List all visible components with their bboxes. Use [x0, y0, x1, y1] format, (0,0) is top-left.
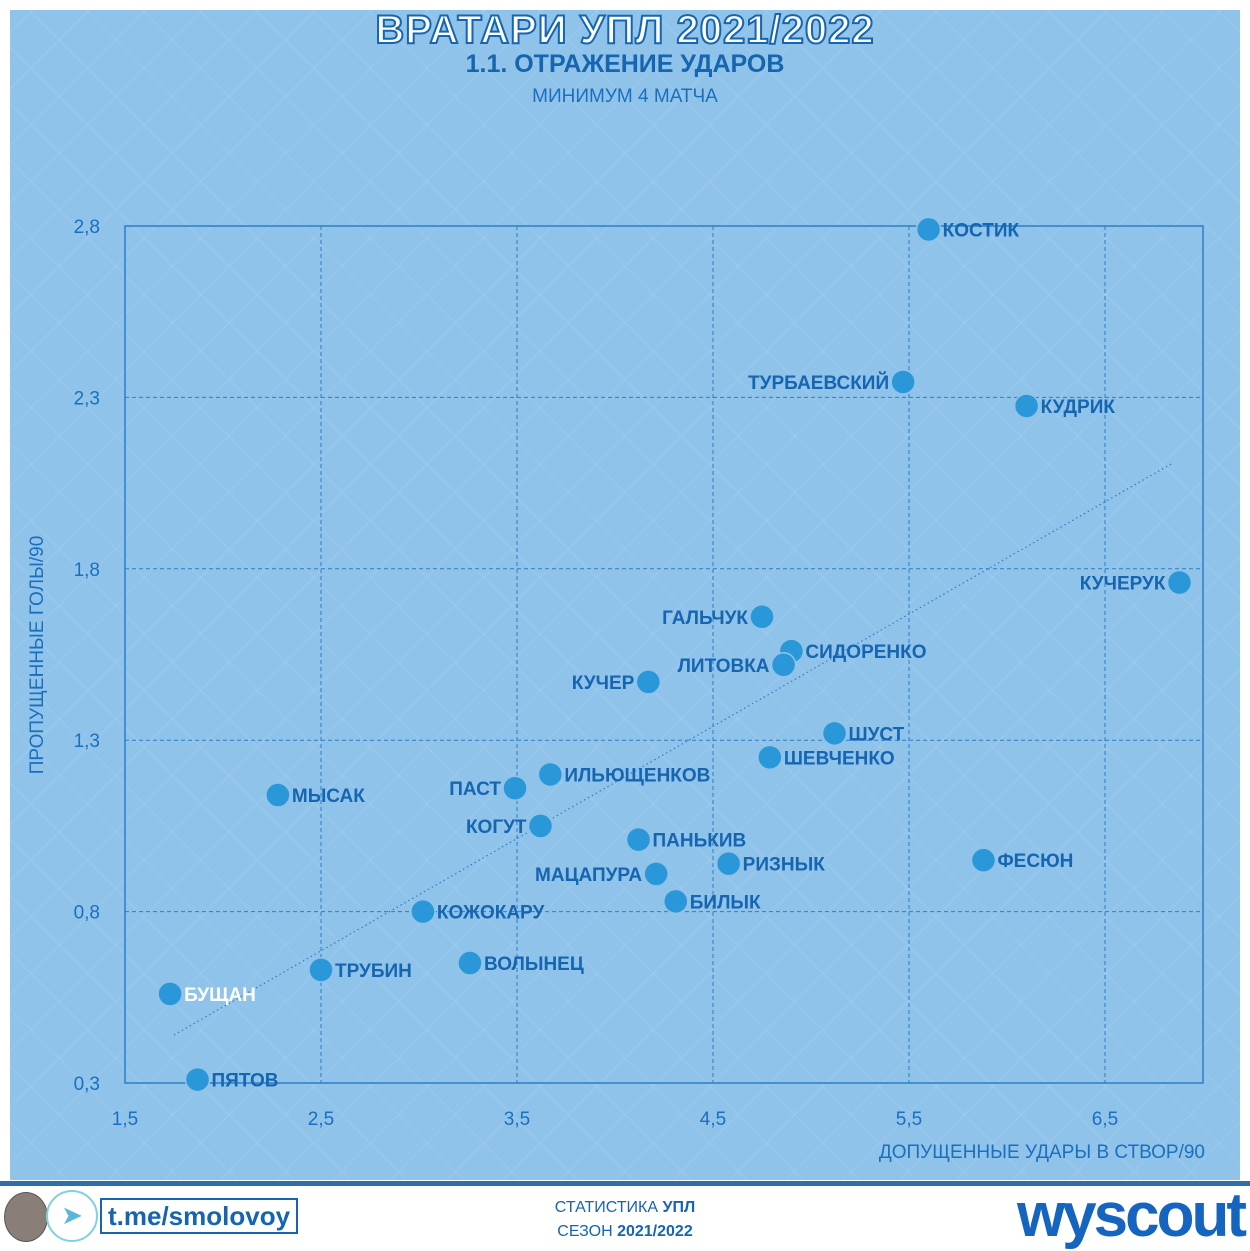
data-point[interactable] [915, 216, 942, 243]
x-axis-label: ДОПУЩЕННЫЕ УДАРЫ В СТВОР/90 [879, 1142, 1205, 1163]
data-point[interactable] [821, 720, 848, 747]
x-tick-label: 1,5 [112, 1109, 138, 1130]
stat-league: УПЛ [662, 1199, 696, 1216]
y-tick-label: 1,8 [74, 560, 100, 581]
x-tick-label: 2,5 [308, 1109, 334, 1130]
chart-subtitle: 1.1. ОТРАЖЕНИЕ УДАРОВ [465, 50, 785, 78]
point-label: РИЗНЫК [743, 855, 826, 876]
chart-background [10, 10, 1240, 1180]
data-point[interactable] [502, 775, 528, 801]
data-point[interactable] [643, 861, 669, 887]
stat-prefix: СТАТИСТИКА [554, 1199, 659, 1216]
data-point[interactable] [625, 826, 652, 853]
data-point[interactable] [527, 813, 554, 839]
season: 2021/2022 [617, 1223, 693, 1240]
chart-title: ВРАТАРИ УПЛ 2021/2022 [374, 7, 875, 53]
chart-note: МИНИМУМ 4 МАТЧА [532, 86, 718, 107]
data-point[interactable] [663, 888, 689, 915]
data-point[interactable] [715, 850, 742, 877]
point-label: КОСТИК [943, 220, 1020, 241]
point-label: КОГУТ [466, 817, 527, 838]
point-label: ЛИТОВКА [678, 656, 770, 677]
point-label: КОЖОКАРУ [437, 903, 545, 924]
data-point[interactable] [770, 652, 797, 678]
point-label: КУЧЕР [572, 673, 635, 694]
y-axis-label: ПРОПУЩЕННЫЕ ГОЛЫ/90 [27, 536, 48, 775]
data-point[interactable] [157, 981, 183, 1007]
point-label: ГАЛЬЧУК [662, 608, 748, 629]
data-point[interactable] [757, 744, 783, 771]
footer-stat: СТАТИСТИКА УПЛ СЕЗОН 2021/2022 [0, 1196, 1250, 1244]
y-tick-label: 2,8 [74, 217, 100, 238]
plot-frame [124, 225, 1204, 1084]
y-tick-label: 0,8 [74, 903, 100, 924]
wyscout-logo: wyscout [1016, 1181, 1247, 1250]
point-label: БИЛЫК [690, 892, 761, 913]
data-point[interactable] [970, 847, 997, 873]
telegram-link[interactable]: t.me/smolovoy [100, 1198, 299, 1234]
data-point[interactable] [537, 761, 564, 788]
point-label: ПЯТОВ [212, 1071, 279, 1092]
x-tick-label: 3,5 [504, 1109, 530, 1130]
point-label: ФЕСЮН [997, 851, 1073, 872]
point-label: КУДРИК [1041, 397, 1116, 418]
point-label: ИЛЬЮЩЕНКОВ [564, 765, 710, 786]
x-tick-label: 6,5 [1092, 1109, 1118, 1130]
point-label: БУЩАН [184, 985, 256, 1006]
point-label: ТУРБАЕВСКИЙ [748, 372, 889, 394]
x-tick-label: 5,5 [896, 1109, 922, 1130]
data-point[interactable] [265, 782, 291, 808]
point-label: ВОЛЫНЕЦ [484, 954, 584, 975]
point-label: ПАСТ [449, 779, 501, 800]
season-prefix: СЕЗОН [557, 1223, 613, 1240]
point-label: ШЕВЧЕНКО [784, 748, 895, 769]
data-point[interactable] [1166, 569, 1193, 596]
x-tick-label: 4,5 [700, 1109, 726, 1130]
data-point[interactable] [749, 604, 775, 630]
author-avatar [4, 1192, 48, 1242]
point-label: МАЦАПУРА [535, 865, 642, 886]
point-label: ШУСТ [849, 724, 905, 745]
data-point[interactable] [1013, 393, 1040, 419]
y-tick-label: 0,3 [74, 1074, 100, 1095]
data-point[interactable] [308, 957, 334, 983]
point-label: МЫСАК [292, 786, 365, 807]
footer-divider [0, 1181, 1250, 1186]
trendline [173, 462, 1174, 1036]
telegram-icon[interactable]: ➤ [46, 1190, 98, 1242]
point-label: ТРУБИН [335, 961, 412, 982]
point-label: КУЧЕРУК [1080, 574, 1166, 595]
data-point[interactable] [890, 369, 916, 395]
data-point[interactable] [457, 950, 483, 976]
data-point[interactable] [410, 898, 436, 925]
data-point[interactable] [184, 1066, 211, 1093]
y-tick-label: 2,3 [74, 388, 100, 409]
scatter-chart: 1,5 2,5 3,5 4,5 5,5 6,5 0,3 0,8 1,3 1,8 2,3 2,8 КОС… [27, 216, 1205, 1163]
point-label: ПАНЬКИВ [653, 831, 747, 852]
data-point[interactable] [635, 669, 662, 695]
point-label: СИДОРЕНКО [805, 642, 926, 663]
y-tick-label: 1,3 [74, 731, 100, 752]
